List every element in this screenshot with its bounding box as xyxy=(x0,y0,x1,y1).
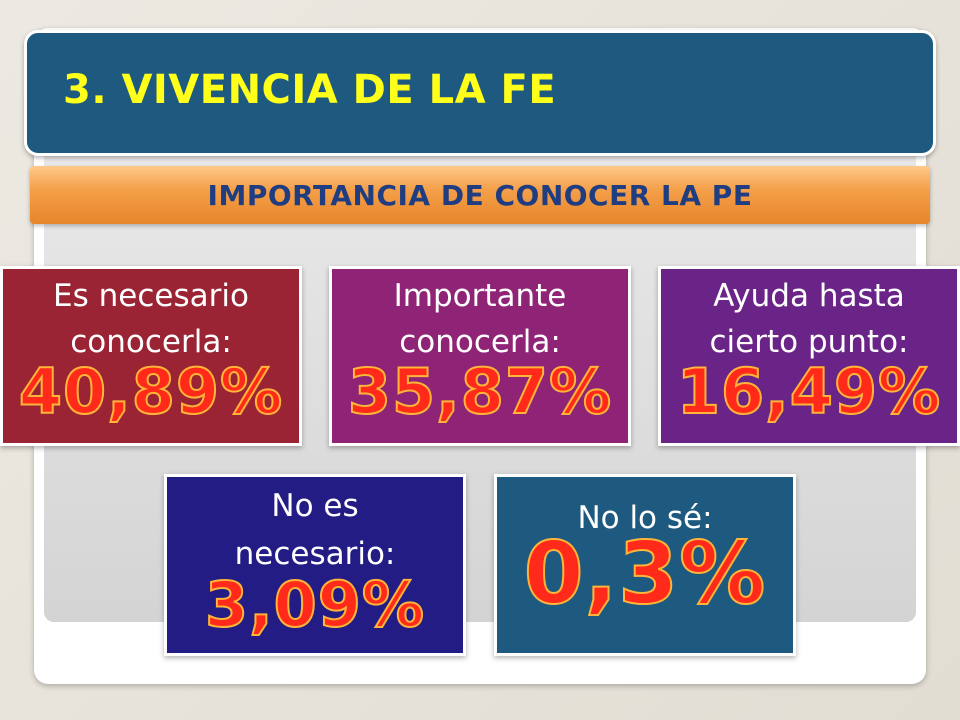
stat-label-line2: conocerla: xyxy=(399,324,561,360)
stat-box-es-necesario: Es necesario conocerla: 40,89% xyxy=(0,266,302,446)
stat-label-line2: necesario: xyxy=(234,536,396,572)
stat-box-importante: Importante conocerla: 35,87% xyxy=(329,266,631,446)
stat-box-no-es-necesario: No es necesario: 3,09% xyxy=(164,474,466,656)
subtitle-text: IMPORTANCIA DE CONOCER LA PE xyxy=(207,178,753,212)
stat-label-line1: Ayuda hasta xyxy=(713,278,905,314)
stat-label-line2: cierto punto: xyxy=(709,324,909,360)
stat-label-line1: No lo sé: xyxy=(577,500,713,536)
stat-value: 3,09% xyxy=(204,568,426,641)
stat-box-ayuda: Ayuda hasta cierto punto: 16,49% xyxy=(658,266,960,446)
slide-title: 3. VIVENCIA DE LA FE xyxy=(63,67,557,113)
stat-box-no-lo-se: No lo sé: 0,3% xyxy=(494,474,796,656)
stat-label-line1: Es necesario xyxy=(53,278,249,314)
stat-value: 40,89% xyxy=(18,355,284,428)
stat-value: 0,3% xyxy=(523,524,767,624)
subtitle-banner: IMPORTANCIA DE CONOCER LA PE xyxy=(30,166,930,224)
stat-label-line1: No es xyxy=(271,488,359,524)
stat-label-line1: Importante xyxy=(393,278,567,314)
title-bar: 3. VIVENCIA DE LA FE xyxy=(24,30,936,156)
stat-label-line2: conocerla: xyxy=(70,324,232,360)
stat-value: 35,87% xyxy=(347,355,613,428)
stat-value: 16,49% xyxy=(676,355,942,428)
